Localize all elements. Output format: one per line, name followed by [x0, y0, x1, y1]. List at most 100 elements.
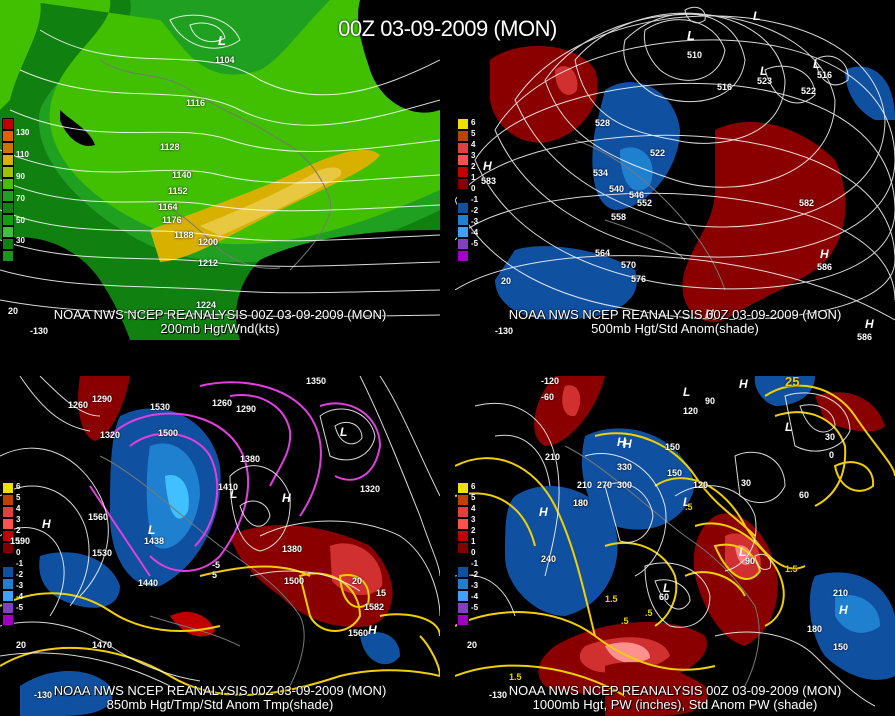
contour-label: 546	[629, 190, 645, 200]
pw-label: 1.5	[509, 672, 522, 682]
legend-tick: 110	[16, 150, 29, 159]
edge-label: 1582	[364, 602, 385, 612]
contour-label: -60	[541, 392, 555, 402]
contour-label: 0	[829, 450, 835, 460]
contour-label: 523	[757, 76, 773, 86]
edge-label: 20	[467, 640, 478, 650]
contour-label: 150	[665, 442, 681, 452]
edge-label: -130	[34, 690, 53, 700]
contour-label: 120	[693, 480, 709, 490]
contour-label: 1560	[348, 628, 369, 638]
contour-label: 1410	[218, 482, 239, 492]
contour-label: 1470	[92, 640, 113, 650]
panel-500mb-map: L L H H H L H L	[455, 0, 895, 340]
pw-label: 1.5	[785, 564, 798, 574]
high-marker: H	[705, 307, 714, 321]
wind-legend: 130 110 90 70 50 30	[2, 118, 29, 262]
legend-tick: -2	[16, 570, 24, 579]
edge-label: 586	[857, 332, 873, 340]
low-marker: L	[813, 57, 820, 71]
legend-tick: 0	[471, 548, 476, 557]
contour-label: 1440	[138, 578, 159, 588]
legend-tick: -1	[16, 559, 24, 568]
contour-label: 558	[611, 212, 627, 222]
edge-label: -130	[30, 326, 49, 336]
high-marker: H	[617, 435, 626, 449]
legend-tick: -5	[16, 603, 24, 612]
legend-tick: -4	[471, 228, 479, 237]
low-marker: L	[785, 420, 792, 434]
contour-label: 330	[617, 462, 633, 472]
contour-label: 1290	[236, 404, 257, 414]
contour-label: 1530	[150, 402, 171, 412]
contour-label: 1350	[306, 376, 327, 386]
contour-label: 1224	[196, 300, 217, 310]
contour-label: 1290	[92, 394, 113, 404]
contour-label: 30	[825, 432, 836, 442]
edge-label: 1438	[144, 536, 165, 546]
panel-subcaption: 1000mb Hgt, PW (inches), Std Anom PW (sh…	[532, 697, 818, 712]
legend-tick: 2	[16, 526, 21, 535]
low-marker: L	[683, 495, 690, 509]
legend-tick: 2	[471, 162, 476, 171]
contour-label: 1560	[88, 512, 109, 522]
legend-tick: 90	[16, 172, 25, 181]
legend-tick: -5	[471, 239, 479, 248]
high-marker: H	[368, 623, 377, 637]
low-marker: L	[230, 487, 237, 501]
low-marker: L	[760, 64, 767, 78]
pw-label: .5	[645, 608, 653, 618]
contour-label: 1380	[282, 544, 303, 554]
contour-label: 150	[833, 642, 849, 652]
panel-200mb-map: L	[0, 0, 440, 340]
contour-label: 90	[745, 556, 756, 566]
temp-label: 5	[212, 570, 218, 580]
panel-850mb-map: H L L H H L	[0, 376, 440, 716]
low-marker: L	[340, 425, 347, 439]
low-marker: L	[683, 385, 690, 399]
legend-tick: 70	[16, 194, 25, 203]
edge-label: -130	[489, 690, 508, 700]
contour-label: 1590	[10, 536, 31, 546]
legend-tick: 5	[471, 493, 476, 502]
temp-label: 15	[376, 588, 387, 598]
anomaly-legend: 6 5 4 3 2 1 0 -1 -2 -3 -4 -5	[457, 482, 478, 626]
edge-label: 586	[817, 262, 833, 272]
anomaly-legend: 6 5 4 3 2 1 0 -1 -2 -3 -4 -5	[2, 482, 23, 626]
panel-subcaption: 500mb Hgt/Std Anom(shade)	[591, 321, 759, 336]
legend-tick: 2	[471, 526, 476, 535]
legend-tick: -1	[471, 559, 479, 568]
contour-label: 1152	[168, 186, 188, 196]
contour-label: 90	[705, 396, 716, 406]
high-marker: H	[739, 377, 748, 391]
contour-label: 210	[833, 588, 849, 598]
legend-tick: 3	[471, 515, 476, 524]
contour-label: 1200	[198, 237, 219, 247]
panel-subcaption: 200mb Hgt/Wnd(kts)	[160, 321, 280, 336]
contour-label: 516	[717, 82, 733, 92]
contour-label: 522	[801, 86, 817, 96]
legend-tick: 6	[471, 118, 476, 127]
pw-label: .5	[685, 502, 693, 512]
legend-tick: -4	[471, 592, 479, 601]
legend-tick: 4	[471, 504, 476, 513]
legend-tick: 5	[471, 129, 476, 138]
edge-label: -130	[495, 326, 514, 336]
edge-label: 20	[16, 640, 27, 650]
contour-label: -120	[541, 376, 560, 386]
contour-label: 570	[621, 260, 637, 270]
panel-200mb: L 130 110 90 70 50 30 1104 1116 1128 114…	[0, 0, 440, 340]
contour-label: 1116	[186, 98, 206, 108]
high-marker: H	[282, 491, 291, 505]
legend-tick: 30	[16, 236, 25, 245]
legend-tick: -3	[471, 581, 479, 590]
edge-label: 583	[481, 176, 497, 186]
contour-label: 30	[741, 478, 752, 488]
legend-tick: -3	[16, 581, 24, 590]
panel-caption: NOAA NWS NCEP REANALYSIS 00Z 03-09-2009 …	[53, 683, 387, 698]
low-marker: L	[739, 545, 746, 559]
low-marker: L	[663, 581, 670, 595]
temp-label: -5	[212, 560, 221, 570]
panel-1000mb: H H L L L H L H L H 6 5 4 3 2 1 0 -1 -2 …	[455, 376, 895, 716]
pw-label: .5	[621, 616, 629, 626]
